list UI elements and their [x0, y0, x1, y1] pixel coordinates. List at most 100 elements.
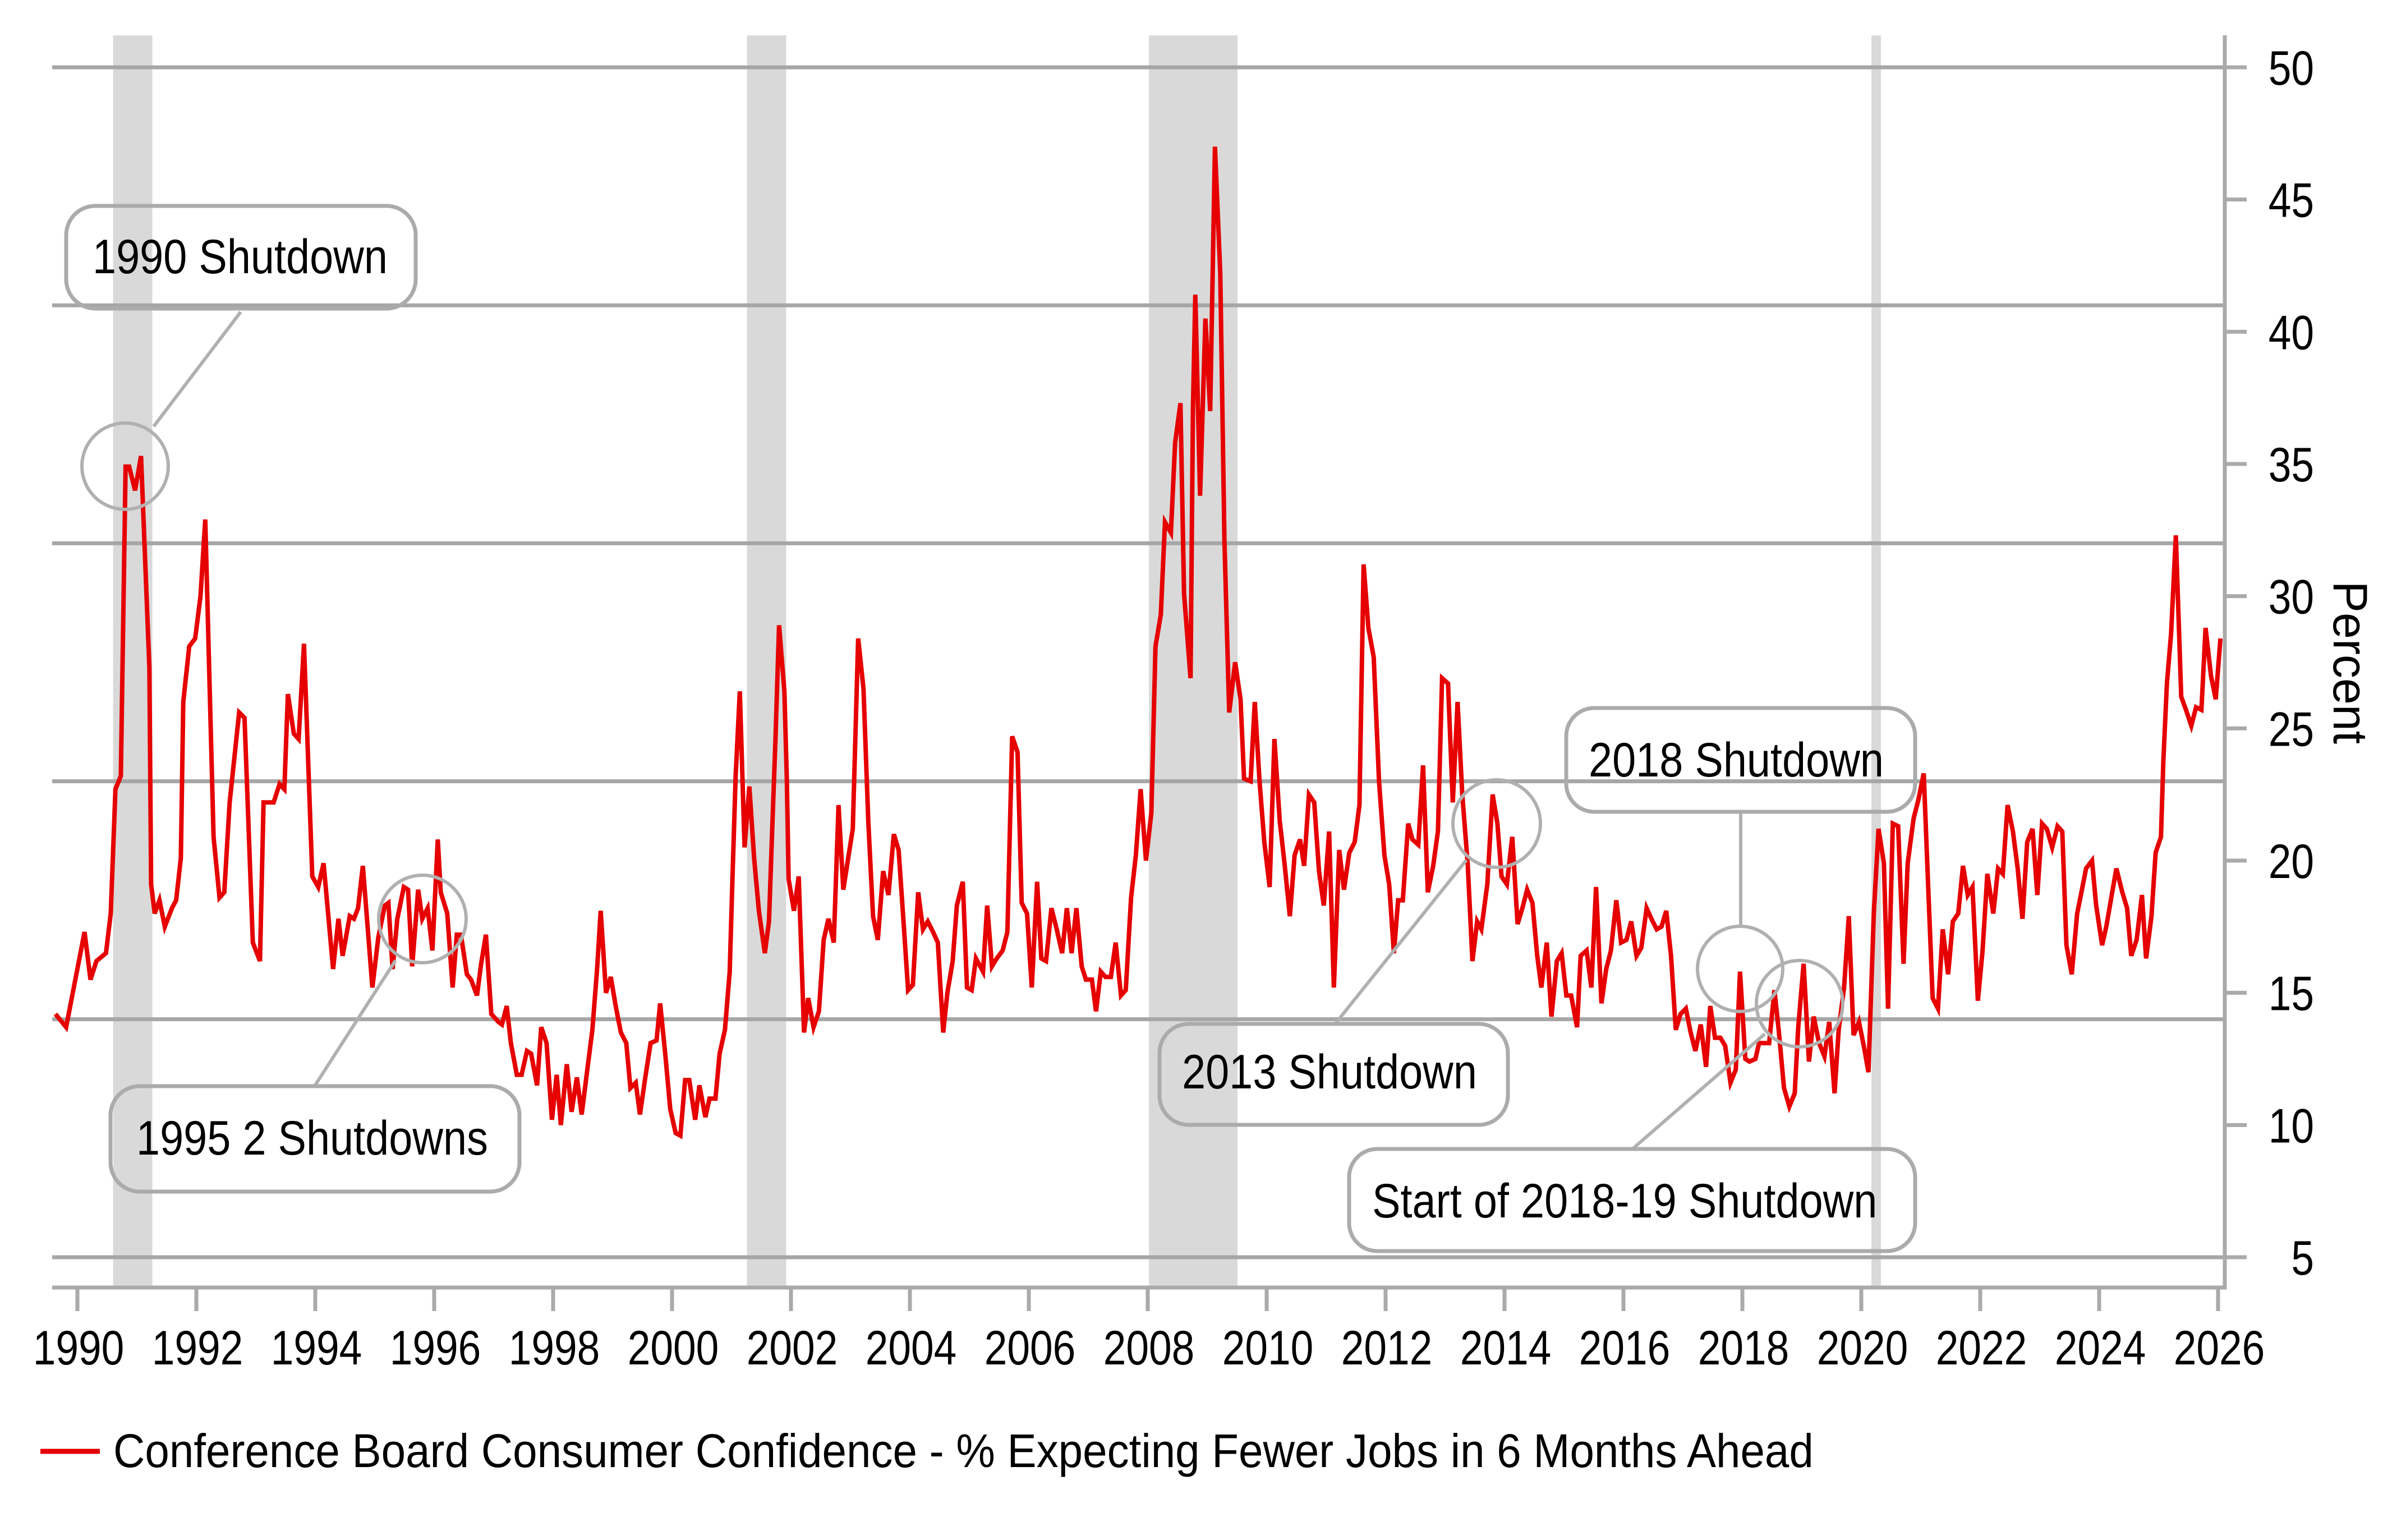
data-point [1554, 959, 1559, 963]
data-point [292, 732, 296, 736]
y-axis-title: Percent [2323, 581, 2377, 744]
data-point [1926, 877, 1930, 881]
data-point [1410, 837, 1415, 842]
data-point [1520, 906, 1525, 911]
data-point [590, 1028, 595, 1032]
x-tick-label: 2002 [747, 1321, 838, 1374]
data-point [1723, 1043, 1727, 1048]
data-point [203, 517, 208, 522]
x-tick-label: 2026 [2174, 1321, 2265, 1374]
data-point [1499, 874, 1504, 879]
data-point [1862, 1046, 1866, 1051]
data-point [752, 856, 756, 860]
data-point [1475, 919, 1479, 923]
data-point [1327, 829, 1331, 834]
data-point [1222, 539, 1227, 543]
data-point [53, 1012, 58, 1016]
data-point [435, 837, 440, 842]
data-point [985, 903, 990, 908]
data-point [1654, 927, 1659, 932]
data-point [1372, 655, 1376, 659]
data-point [1991, 911, 1995, 916]
data-point [402, 885, 406, 889]
x-tick-label: 2006 [985, 1321, 1076, 1374]
data-point [1287, 914, 1292, 918]
x-tick-label: 2010 [1222, 1321, 1314, 1374]
data-point [1262, 840, 1267, 844]
data-point [2020, 917, 2025, 921]
data-point [1089, 977, 1094, 982]
data-point [1644, 906, 1649, 911]
data-point [2011, 829, 2015, 834]
data-point [1203, 316, 1208, 321]
data-point [1352, 840, 1357, 844]
data-point [1446, 681, 1450, 686]
data-point [525, 1049, 529, 1053]
data-point [348, 914, 352, 918]
data-point [1455, 700, 1460, 704]
data-point [1976, 999, 1980, 1003]
data-point [742, 845, 747, 849]
data-point [866, 819, 871, 823]
data-point [2114, 866, 2119, 871]
data-point [628, 1086, 633, 1090]
data-point [1153, 644, 1158, 649]
data-point [1535, 954, 1539, 958]
data-point [1614, 898, 1618, 903]
annotation-2013-shutdown: 2013 Shutdown [1157, 778, 1542, 1127]
data-point [2035, 893, 2040, 897]
data-point [2174, 533, 2178, 537]
data-point [1332, 985, 1336, 990]
x-tick-label: 2022 [1936, 1321, 2027, 1374]
data-point [198, 594, 203, 599]
data-point [1382, 853, 1387, 858]
data-point [1811, 1014, 1816, 1019]
data-point [841, 888, 845, 892]
data-point [1718, 1036, 1723, 1040]
data-point [564, 1062, 569, 1066]
data-point [1539, 985, 1544, 990]
data-point [1158, 613, 1163, 617]
data-point [792, 909, 796, 913]
data-point [1396, 898, 1400, 903]
data-point [1505, 882, 1509, 886]
data-point [2144, 956, 2149, 960]
data-point [430, 948, 435, 953]
data-point [697, 1083, 702, 1088]
data-point [1129, 895, 1133, 900]
annotation-connector [1631, 1032, 1766, 1151]
y-tick-label: 45 [2269, 173, 2314, 227]
data-point [1084, 977, 1088, 982]
data-point [1930, 996, 1935, 1000]
data-point [1689, 1030, 1693, 1035]
data-point [469, 977, 473, 982]
data-point [1282, 861, 1287, 866]
data-point [1890, 821, 1895, 826]
data-point [782, 689, 786, 693]
data-point [1361, 562, 1366, 567]
data-point [1980, 948, 1985, 953]
data-point [1248, 779, 1253, 784]
data-point [1807, 1059, 1811, 1064]
data-point [420, 917, 425, 921]
data-point [1956, 911, 1961, 916]
data-point [1044, 959, 1048, 963]
data-point [1871, 911, 1876, 916]
data-point [1377, 779, 1381, 784]
data-point [941, 1030, 945, 1035]
data-point [386, 900, 390, 905]
data-point [118, 774, 123, 778]
data-point [1079, 964, 1084, 969]
data-point [974, 956, 978, 960]
data-point [149, 882, 153, 886]
data-point [1940, 927, 1945, 932]
series-layer [53, 146, 2223, 1139]
data-point [211, 835, 216, 839]
data-point [1039, 956, 1043, 960]
y-tick-label: 35 [2269, 438, 2314, 491]
data-point [1242, 776, 1246, 781]
data-point [683, 1078, 687, 1082]
data-point [2159, 835, 2163, 839]
data-point [850, 826, 855, 831]
annotation-box [1564, 706, 1917, 814]
